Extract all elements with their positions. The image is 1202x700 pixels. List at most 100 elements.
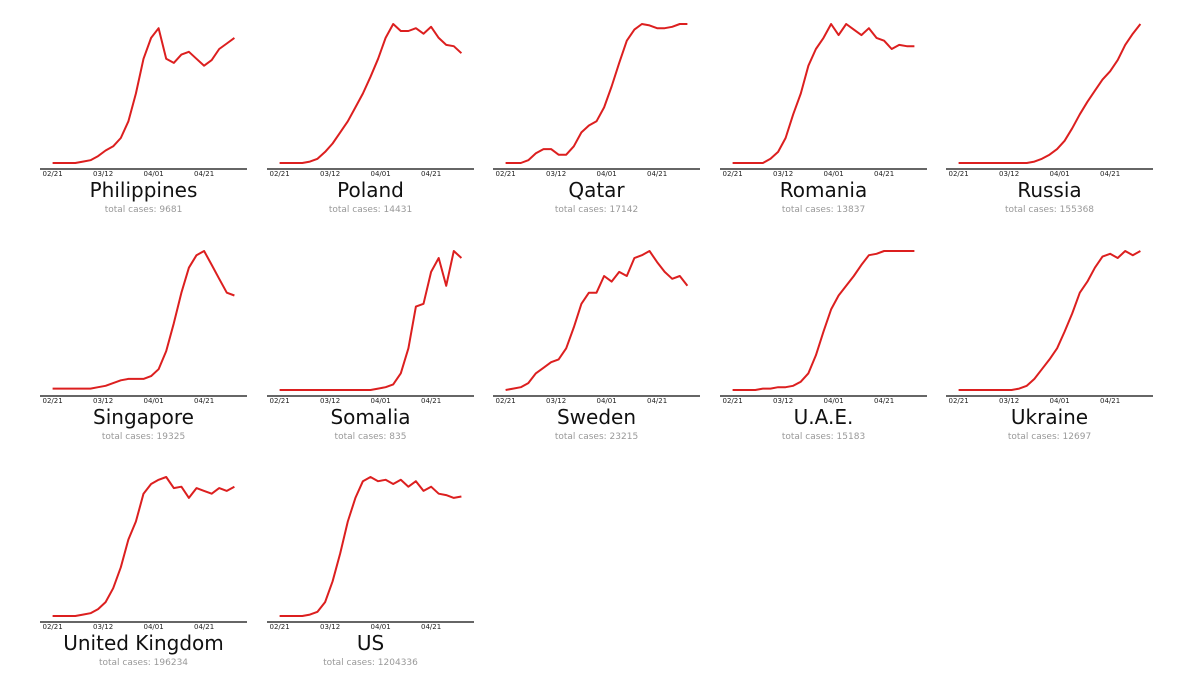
panel-u-a-e-: 02/21 03/12 04/01 04/21 U.A.E. total cases: 1…: [720, 227, 946, 453]
x-tick-label: 02/21: [43, 623, 63, 631]
x-tick-label: 02/21: [723, 397, 743, 405]
x-tick-label: 02/21: [43, 397, 63, 405]
panel-us: 02/21 03/12 04/01 04/21 US total cases: 12043…: [267, 453, 493, 679]
x-tick-label: 04/21: [647, 397, 667, 405]
x-tick-label: 04/01: [144, 623, 164, 631]
total-cases-label: total cases: 19325: [101, 432, 186, 442]
panel-title: Somalia: [330, 405, 411, 429]
x-tick-label: 04/01: [371, 397, 391, 405]
total-cases-label: total cases: 835: [334, 432, 407, 442]
x-tick-label: 03/12: [93, 397, 113, 405]
x-tick-label: 04/01: [371, 623, 391, 631]
x-tick-label: 02/21: [723, 170, 743, 178]
panel-title: Russia: [1017, 178, 1082, 202]
panel-ukraine: 02/21 03/12 04/01 04/21 Ukraine total cases: …: [946, 227, 1172, 453]
x-tick-label: 03/12: [546, 397, 566, 405]
x-tick-label: 03/12: [999, 170, 1019, 178]
x-tick-label: 02/21: [270, 170, 290, 178]
panel-somalia: 02/21 03/12 04/01 04/21 Somalia total cases: …: [267, 227, 493, 453]
x-tick-label: 02/21: [270, 623, 290, 631]
x-tick-label: 04/21: [421, 170, 441, 178]
x-tick-label: 04/01: [144, 397, 164, 405]
panel-romania: 02/21 03/12 04/01 04/21 Romania total cases: …: [720, 0, 946, 226]
x-tick-label: 03/12: [773, 170, 793, 178]
x-tick-label: 04/01: [1050, 397, 1070, 405]
series-line: [505, 250, 689, 391]
total-cases-label: total cases: 14431: [328, 205, 413, 215]
x-tick-label: 02/21: [43, 170, 63, 178]
x-tick-label: 04/21: [874, 170, 894, 178]
x-tick-label: 03/12: [93, 170, 113, 178]
panel-chart: 02/21 03/12 04/01 04/21: [946, 250, 1153, 405]
panel-singapore: 02/21 03/12 04/01 04/21 Singapore total cases…: [40, 227, 266, 453]
x-tick-label: 04/01: [824, 170, 844, 178]
panel-chart: 02/21 03/12 04/01 04/21: [267, 23, 474, 178]
panel-chart: 02/21 03/12 04/01 04/21: [40, 27, 247, 178]
x-tick-label: 04/01: [597, 170, 617, 178]
series-line: [279, 476, 462, 617]
series-line: [958, 250, 1141, 391]
panel-title: Philippines: [89, 178, 198, 202]
panel-chart: 02/21 03/12 04/01 04/21: [40, 476, 247, 631]
panel-united-kingdom: 02/21 03/12 04/01 04/21 United Kingdom total …: [40, 453, 266, 679]
panel-chart: 02/21 03/12 04/01 04/21: [267, 250, 474, 405]
series-line: [52, 250, 235, 390]
x-tick-label: 03/12: [320, 170, 340, 178]
x-tick-label: 04/21: [1100, 170, 1120, 178]
total-cases-label: total cases: 17142: [554, 205, 639, 215]
panel-chart: 02/21 03/12 04/01 04/21: [720, 250, 927, 405]
panel-chart: 02/21 03/12 04/01 04/21: [267, 476, 474, 631]
x-tick-label: 03/12: [773, 397, 793, 405]
x-tick-label: 04/21: [647, 170, 667, 178]
panel-title: Romania: [779, 178, 868, 202]
panel-poland: 02/21 03/12 04/01 04/21 Poland total cases: 1…: [267, 0, 493, 226]
x-tick-label: 03/12: [546, 170, 566, 178]
x-tick-label: 04/01: [371, 170, 391, 178]
x-tick-label: 03/12: [93, 623, 113, 631]
total-cases-label: total cases: 196234: [98, 658, 189, 668]
panel-title: U.A.E.: [793, 405, 854, 429]
x-tick-label: 03/12: [320, 623, 340, 631]
total-cases-label: total cases: 12697: [1007, 432, 1092, 442]
series-line: [52, 27, 235, 164]
panel-chart: 02/21 03/12 04/01 04/21: [493, 250, 700, 405]
series-line: [279, 23, 463, 164]
total-cases-label: total cases: 15183: [781, 432, 866, 442]
total-cases-label: total cases: 9681: [104, 205, 183, 215]
x-tick-label: 03/12: [320, 397, 340, 405]
series-line: [958, 23, 1142, 164]
x-tick-label: 02/21: [496, 397, 516, 405]
series-line: [279, 250, 463, 391]
total-cases-label: total cases: 1204336: [323, 658, 418, 668]
total-cases-label: total cases: 155368: [1004, 205, 1095, 215]
panel-title: Qatar: [568, 178, 625, 202]
panel-title: Sweden: [556, 405, 637, 429]
total-cases-label: total cases: 13837: [781, 205, 866, 215]
panel-title: Poland: [337, 178, 404, 202]
panel-russia: 02/21 03/12 04/01 04/21 Russia total cases: 1…: [946, 0, 1172, 226]
panel-title: Ukraine: [1010, 405, 1089, 429]
x-tick-label: 02/21: [949, 170, 969, 178]
panel-sweden: 02/21 03/12 04/01 04/21 Sweden total cases: 2…: [493, 227, 719, 453]
x-tick-label: 04/01: [824, 397, 844, 405]
x-tick-label: 04/21: [194, 397, 214, 405]
x-tick-label: 03/12: [999, 397, 1019, 405]
panel-chart: 02/21 03/12 04/01 04/21: [493, 23, 700, 178]
total-cases-label: total cases: 23215: [554, 432, 639, 442]
series-line: [732, 250, 915, 391]
panel-chart: 02/21 03/12 04/01 04/21: [720, 23, 927, 178]
series-line: [52, 476, 235, 617]
panel-qatar: 02/21 03/12 04/01 04/21 Qatar total cases: 17…: [493, 0, 719, 226]
panel-title: Singapore: [93, 405, 194, 429]
panel-chart: 02/21 03/12 04/01 04/21: [40, 250, 247, 405]
panel-chart: 02/21 03/12 04/01 04/21: [946, 23, 1153, 178]
series-line: [732, 23, 915, 164]
x-tick-label: 04/21: [194, 170, 214, 178]
x-tick-label: 02/21: [496, 170, 516, 178]
x-tick-label: 04/01: [144, 170, 164, 178]
panel-title: US: [356, 631, 385, 655]
x-tick-label: 04/21: [874, 397, 894, 405]
x-tick-label: 04/21: [1100, 397, 1120, 405]
x-tick-label: 04/21: [421, 397, 441, 405]
